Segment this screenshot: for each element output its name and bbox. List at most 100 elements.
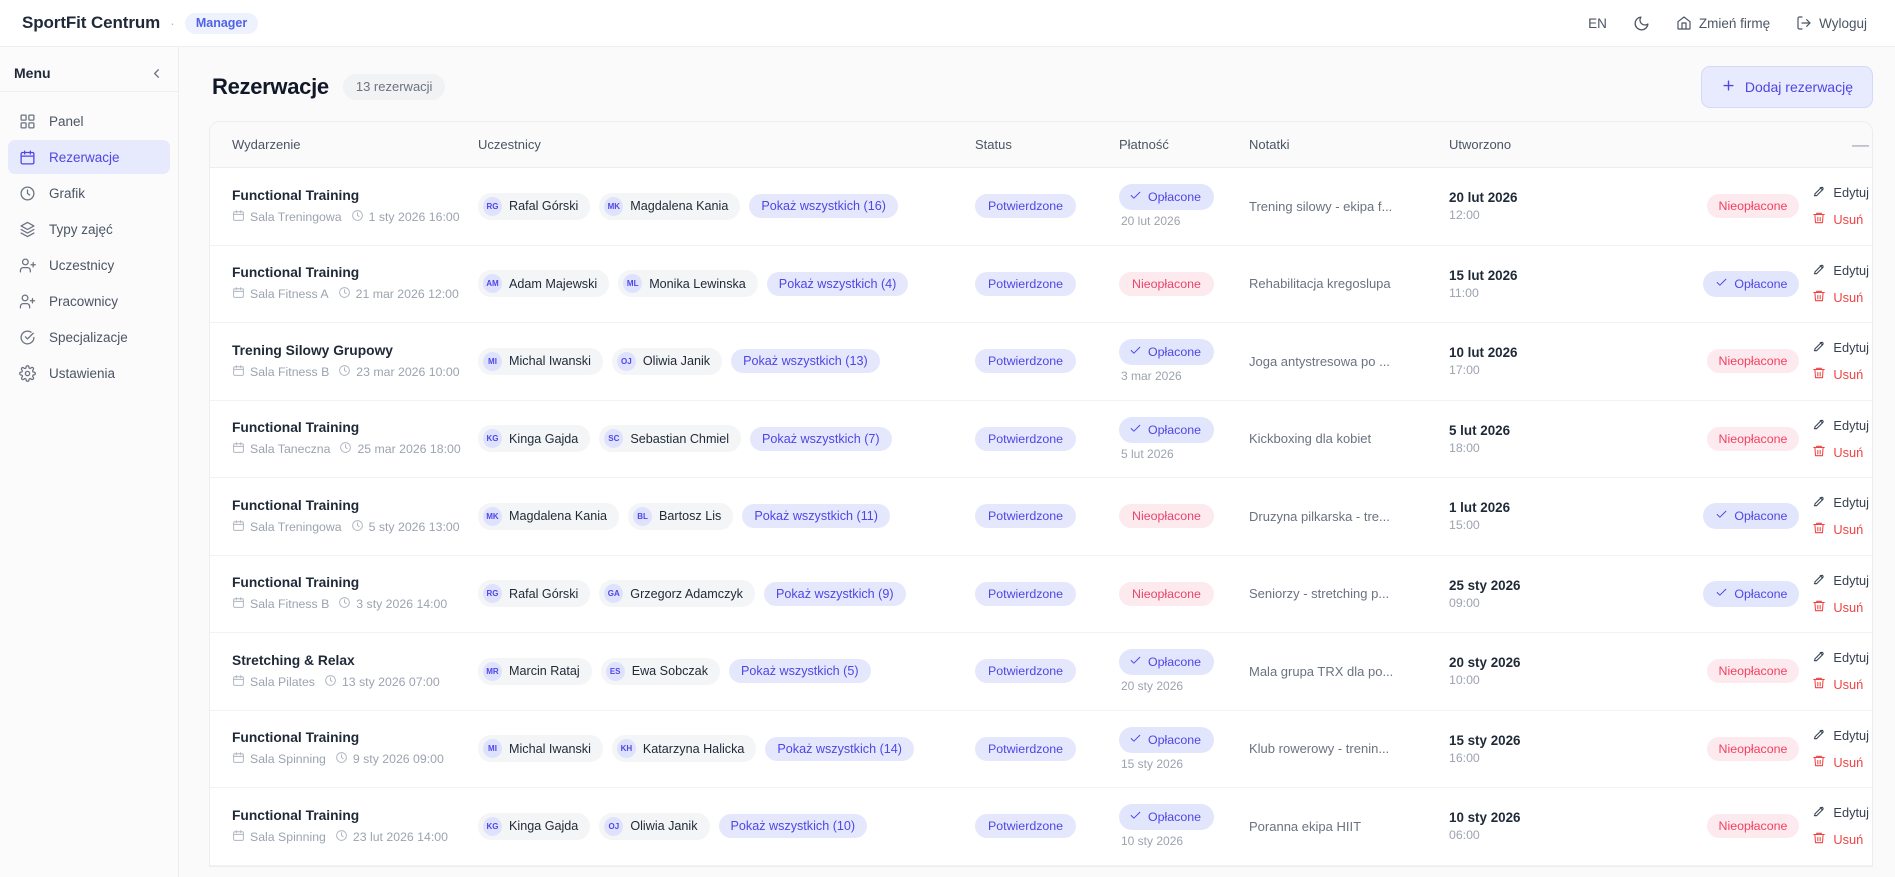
- add-reservation-button[interactable]: Dodaj rezerwację: [1700, 66, 1873, 108]
- participant-chip[interactable]: ES Ewa Sobczak: [600, 657, 720, 685]
- delete-button[interactable]: Usuń: [1812, 444, 1869, 461]
- participant-chip[interactable]: SC Sebastian Chmiel: [599, 425, 742, 453]
- participant-chip[interactable]: OJ Oliwia Janik: [611, 347, 723, 375]
- column-header-participants[interactable]: Uczestnicy: [478, 122, 975, 168]
- payment-toggle-button[interactable]: Opłacone: [1703, 503, 1800, 530]
- payment-toggle-button[interactable]: Nieopłacone: [1706, 426, 1800, 451]
- edit-button[interactable]: Edytuj: [1812, 339, 1869, 356]
- table-row[interactable]: Functional Training Sala Spinning 9 sty …: [210, 710, 1872, 788]
- show-all-participants-link[interactable]: Pokaż wszystkich (16): [749, 194, 898, 219]
- participant-chip[interactable]: KG Kinga Gajda: [478, 425, 591, 453]
- edit-button[interactable]: Edytuj: [1812, 417, 1869, 434]
- avatar: KG: [483, 816, 502, 836]
- edit-button[interactable]: Edytuj: [1812, 262, 1869, 279]
- column-header-created[interactable]: Utworzono: [1449, 122, 1645, 168]
- participant-name: Magdalena Kania: [630, 199, 729, 214]
- participant-chip[interactable]: RG Rafal Górski: [478, 192, 591, 220]
- sidebar-item-grafik[interactable]: Grafik: [8, 176, 170, 210]
- participant-chip[interactable]: AM Adam Majewski: [478, 270, 610, 298]
- table-row[interactable]: Functional Training Sala Spinning 23 lut…: [210, 788, 1872, 865]
- table-row[interactable]: Functional Training Sala Treningowa 1 st…: [210, 168, 1872, 246]
- delete-button[interactable]: Usuń: [1812, 366, 1869, 383]
- event-room: Sala Treningowa: [232, 519, 342, 535]
- delete-button[interactable]: Usuń: [1812, 676, 1869, 693]
- table-row[interactable]: Functional Training Sala Treningowa 5 st…: [210, 478, 1872, 556]
- participant-name: Oliwia Janik: [642, 354, 711, 369]
- participant-chip[interactable]: MI Michal Iwanski: [478, 347, 603, 375]
- delete-button[interactable]: Usuń: [1812, 289, 1869, 306]
- language-switcher[interactable]: EN: [1588, 16, 1607, 31]
- sidebar-item-pracownicy[interactable]: Pracownicy: [8, 284, 170, 318]
- participant-chip[interactable]: GA Grzegorz Adamczyk: [599, 580, 755, 608]
- payment-toggle-button[interactable]: Nieopłacone: [1706, 349, 1800, 374]
- show-all-participants-link[interactable]: Pokaż wszystkich (11): [742, 504, 890, 529]
- table-row[interactable]: Trening Silowy Grupowy Sala Fitness B 23…: [210, 323, 1872, 400]
- column-header-payment[interactable]: Płatność: [1119, 122, 1249, 168]
- participant-chip[interactable]: KH Katarzyna Halicka: [611, 735, 757, 763]
- chevron-left-icon[interactable]: [149, 66, 164, 81]
- participant-name: Kinga Gajda: [509, 431, 579, 446]
- delete-button[interactable]: Usuń: [1812, 211, 1869, 228]
- edit-button[interactable]: Edytuj: [1812, 649, 1869, 666]
- participant-chip[interactable]: MK Magdalena Kania: [599, 192, 741, 220]
- sidebar-item-uczestnicy[interactable]: Uczestnicy: [8, 248, 170, 282]
- theme-toggle[interactable]: [1633, 15, 1650, 32]
- change-company-button[interactable]: Zmień firmę: [1676, 15, 1770, 31]
- participant-chip[interactable]: KG Kinga Gajda: [478, 812, 591, 840]
- sidebar-item-typy-zaj[interactable]: Typy zajęć: [8, 212, 170, 246]
- show-all-participants-link[interactable]: Pokaż wszystkich (14): [765, 736, 914, 761]
- payment-date: 10 sty 2026: [1121, 834, 1184, 849]
- participant-chip[interactable]: ML Monika Lewinska: [618, 270, 758, 298]
- show-all-participants-link[interactable]: Pokaż wszystkich (10): [718, 814, 868, 839]
- show-all-participants-link[interactable]: Pokaż wszystkich (7): [750, 426, 892, 451]
- pencil-icon: [1812, 649, 1826, 666]
- table-row[interactable]: Functional Training Sala Fitness B 3 sty…: [210, 555, 1872, 633]
- payment-toggle-button[interactable]: Nieopłacone: [1706, 194, 1800, 219]
- delete-button[interactable]: Usuń: [1812, 831, 1869, 848]
- delete-button[interactable]: Usuń: [1812, 599, 1869, 616]
- edit-button[interactable]: Edytuj: [1812, 572, 1869, 589]
- avatar: MR: [483, 661, 502, 681]
- logout-button[interactable]: Wyloguj: [1796, 15, 1867, 31]
- show-all-participants-link[interactable]: Pokaż wszystkich (4): [766, 271, 909, 296]
- edit-button[interactable]: Edytuj: [1812, 804, 1869, 821]
- edit-button[interactable]: Edytuj: [1812, 184, 1869, 201]
- cell-actions: Opłacone Edytuj Usuń: [1645, 478, 1872, 556]
- participant-chip[interactable]: RG Rafal Górski: [478, 580, 591, 608]
- column-header-status[interactable]: Status: [975, 122, 1119, 168]
- cell-actions: Nieopłacone Edytuj Usuń: [1645, 168, 1872, 246]
- table-row[interactable]: Functional Training Sala Taneczna 25 mar…: [210, 400, 1872, 478]
- table-row[interactable]: Stretching & Relax Sala Pilates 13 sty 2…: [210, 633, 1872, 711]
- edit-button[interactable]: Edytuj: [1812, 494, 1869, 511]
- delete-button[interactable]: Usuń: [1812, 521, 1869, 538]
- calendar-small-icon: [232, 829, 245, 845]
- show-all-participants-link[interactable]: Pokaż wszystkich (9): [763, 581, 906, 606]
- payment-toggle-button[interactable]: Nieopłacone: [1706, 814, 1800, 839]
- column-header-notes[interactable]: Notatki: [1249, 122, 1449, 168]
- payment-toggle-button[interactable]: Nieopłacone: [1706, 659, 1800, 684]
- payment-toggle-label: Opłacone: [1734, 586, 1788, 601]
- participant-chip[interactable]: MR Marcin Rataj: [478, 657, 592, 685]
- sidebar-item-ustawienia[interactable]: Ustawienia: [8, 356, 170, 390]
- sidebar-item-specjalizacje[interactable]: Specjalizacje: [8, 320, 170, 354]
- cell-notes: Mala grupa TRX dla po...: [1249, 633, 1449, 711]
- payment-toggle-button[interactable]: Opłacone: [1703, 580, 1800, 607]
- check-icon: [1129, 422, 1142, 438]
- payment-toggle-button[interactable]: Opłacone: [1703, 270, 1800, 297]
- created-time: 18:00: [1449, 440, 1480, 455]
- column-header-event[interactable]: Wydarzenie: [210, 122, 478, 168]
- participant-chip[interactable]: BL Bartosz Lis: [628, 502, 734, 530]
- show-all-participants-link[interactable]: Pokaż wszystkich (13): [731, 349, 880, 374]
- show-all-participants-link[interactable]: Pokaż wszystkich (5): [729, 659, 871, 684]
- participant-chip[interactable]: MK Magdalena Kania: [478, 502, 620, 530]
- cell-status: Potwierdzone: [975, 245, 1119, 323]
- edit-button[interactable]: Edytuj: [1812, 727, 1869, 744]
- row-actions: Nieopłacone Edytuj Usuń: [1645, 184, 1872, 228]
- table-row[interactable]: Functional Training Sala Fitness A 21 ma…: [210, 245, 1872, 323]
- sidebar-item-rezerwacje[interactable]: Rezerwacje: [8, 140, 170, 174]
- participant-chip[interactable]: MI Michal Iwanski: [478, 735, 603, 763]
- participant-chip[interactable]: OJ Oliwia Janik: [599, 812, 710, 840]
- sidebar-item-panel[interactable]: Panel: [8, 104, 170, 138]
- payment-toggle-button[interactable]: Nieopłacone: [1706, 736, 1800, 761]
- delete-button[interactable]: Usuń: [1812, 754, 1869, 771]
